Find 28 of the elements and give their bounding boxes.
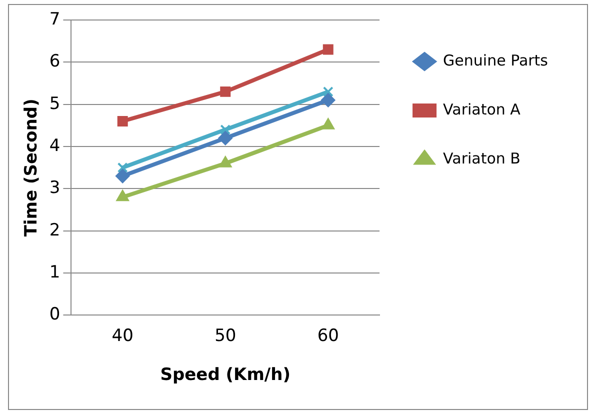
point: [220, 86, 231, 97]
x-axis-title: Speed (Km/h): [160, 365, 291, 386]
x-tick-label: 50: [214, 326, 236, 346]
y-tick-label: 6: [49, 52, 60, 72]
legend-label: Variaton A: [443, 100, 522, 118]
y-tick-label: 1: [49, 262, 60, 282]
y-tick-label: 3: [49, 178, 60, 198]
point: [322, 118, 334, 130]
point: [321, 93, 336, 108]
x-tick-label: 60: [317, 326, 339, 346]
point: [322, 44, 334, 55]
point: [117, 162, 128, 173]
y-tick-label: 7: [49, 9, 60, 30]
y-tick-label: 5: [49, 94, 60, 114]
x-tick-label: 40: [112, 326, 134, 346]
point: [218, 131, 232, 146]
point: [116, 190, 129, 202]
point: [219, 156, 232, 168]
legend-label: Variaton B: [443, 149, 520, 168]
y-tick-label: 0: [49, 304, 60, 325]
point: [117, 116, 128, 126]
point: [220, 124, 231, 135]
legend-label: Genuine Parts: [443, 51, 548, 70]
y-axis-title: Time (Second): [22, 98, 42, 237]
point: [322, 86, 334, 97]
y-tick-label: 4: [49, 136, 60, 156]
point: [116, 169, 130, 184]
y-tick-label: 2: [49, 220, 60, 240]
